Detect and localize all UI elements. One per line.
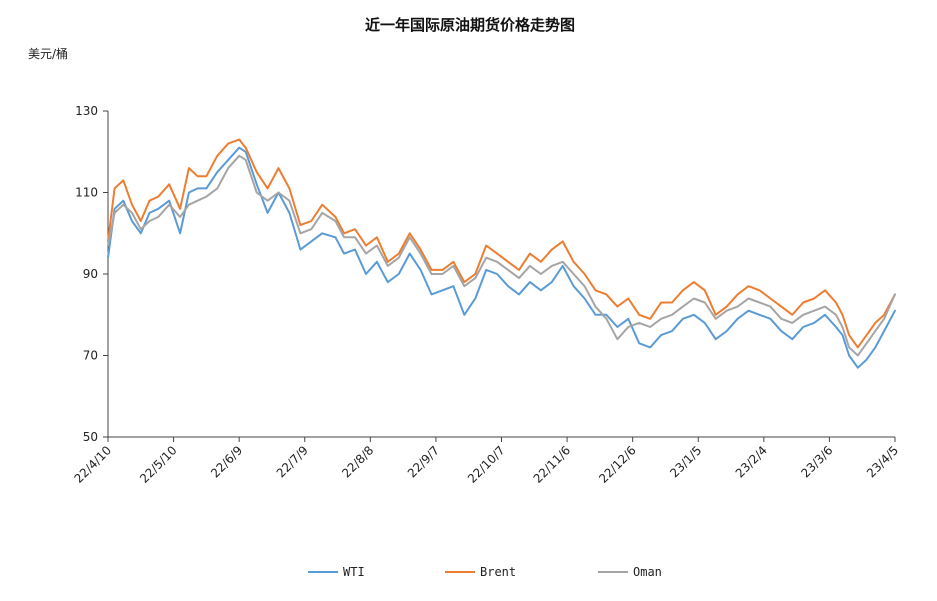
y-tick-label: 70 bbox=[83, 349, 98, 363]
legend-label-oman: Oman bbox=[633, 565, 662, 579]
y-axis-unit: 美元/桶 bbox=[28, 46, 68, 61]
series-line-wti bbox=[107, 146, 896, 369]
chart-title: 近一年国际原油期货价格走势图 bbox=[365, 16, 575, 34]
x-tick-label: 22/5/10 bbox=[137, 443, 180, 486]
x-tick-label: 23/3/6 bbox=[798, 443, 835, 480]
x-tick-label: 22/9/7 bbox=[405, 443, 442, 480]
series-line-brent bbox=[107, 138, 896, 349]
x-tick-label: 22/12/6 bbox=[596, 443, 639, 486]
y-tick-label: 130 bbox=[75, 104, 98, 118]
y-tick-label: 50 bbox=[83, 430, 98, 444]
x-tick-label: 23/4/5 bbox=[864, 443, 901, 480]
x-tick-label: 22/11/6 bbox=[531, 443, 574, 486]
y-tick-label: 110 bbox=[75, 186, 98, 200]
y-tick-label: 90 bbox=[83, 267, 98, 281]
x-tick-label: 23/2/4 bbox=[733, 443, 770, 480]
series-line-oman bbox=[107, 154, 896, 357]
legend-label-wti: WTI bbox=[343, 565, 365, 579]
x-tick-label: 23/1/5 bbox=[667, 443, 704, 480]
legend-label-brent: Brent bbox=[480, 565, 516, 579]
x-tick-label: 22/7/9 bbox=[274, 443, 311, 480]
x-tick-label: 22/4/10 bbox=[72, 443, 115, 486]
x-tick-label: 22/8/8 bbox=[339, 443, 376, 480]
x-tick-label: 22/6/9 bbox=[208, 443, 245, 480]
series-group bbox=[107, 138, 896, 369]
axes: 50 70 90 110 130 22/4/10 22/5/10 22/6/9 22/7/9 22… bbox=[72, 104, 902, 486]
legend: WTI Brent Oman bbox=[308, 565, 662, 579]
x-tick-label: 22/10/7 bbox=[465, 443, 508, 486]
